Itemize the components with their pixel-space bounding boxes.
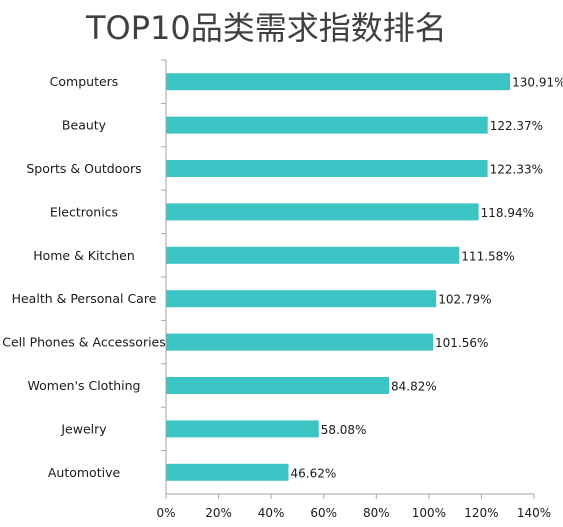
data-label: 84.82% — [391, 380, 437, 394]
bar — [166, 73, 511, 91]
data-label: 122.33% — [490, 163, 543, 177]
x-tick-label: 140% — [517, 506, 551, 520]
axis-layer: Computers 130.91% Beauty 122.37% Sports & Ou… — [2, 59, 563, 520]
bar — [166, 116, 488, 134]
x-tick-label: 100% — [412, 506, 446, 520]
data-label: 58.08% — [321, 423, 367, 437]
x-tick-label: 40% — [258, 506, 285, 520]
category-label: Health & Personal Care — [12, 291, 157, 306]
x-tick-label: 0% — [156, 506, 175, 520]
data-label: 101.56% — [435, 336, 488, 350]
bar — [166, 463, 289, 481]
category-label: Sports & Outdoors — [26, 161, 141, 176]
category-label: Home & Kitchen — [33, 248, 135, 263]
data-label: 102.79% — [438, 293, 491, 307]
category-label: Electronics — [50, 204, 118, 219]
bar — [166, 203, 479, 221]
bar — [166, 420, 319, 438]
x-tick-label: 80% — [363, 506, 390, 520]
bar — [166, 246, 460, 264]
x-tick-label: 60% — [310, 506, 337, 520]
x-tick-label: 120% — [464, 506, 498, 520]
data-label: 46.62% — [291, 466, 337, 480]
category-label: Automotive — [48, 465, 121, 480]
x-tick-label: 20% — [205, 506, 232, 520]
bar — [166, 333, 433, 351]
bar — [166, 160, 488, 177]
category-label: Jewelry — [60, 421, 107, 436]
bar — [166, 377, 389, 394]
category-label: Computers — [50, 74, 119, 89]
data-label: 130.91% — [512, 76, 563, 90]
category-label: Women's Clothing — [28, 378, 141, 393]
category-label: Beauty — [62, 118, 107, 133]
chart-title: TOP10品类需求指数排名 — [86, 9, 447, 47]
bars-layer — [166, 73, 511, 481]
category-label: Cell Phones & Accessories — [2, 335, 166, 350]
data-label: 118.94% — [481, 206, 534, 220]
data-label: 122.37% — [490, 119, 543, 133]
bar — [166, 290, 437, 308]
data-label: 111.58% — [461, 249, 514, 263]
